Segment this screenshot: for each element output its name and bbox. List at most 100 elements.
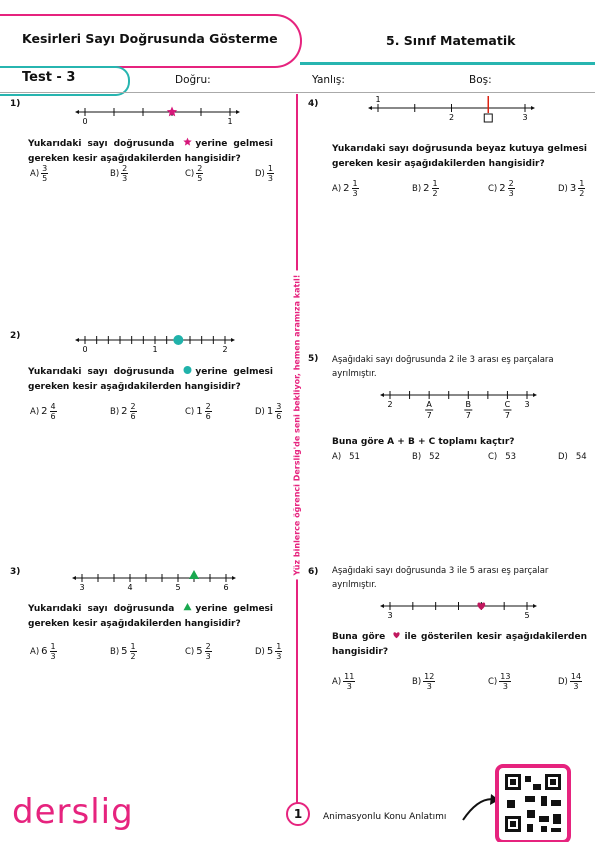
option: C) 2 2 3 [488, 179, 515, 198]
star-marker [166, 106, 178, 117]
denominator: 3 [502, 682, 508, 691]
option: B) 12 3 [412, 672, 436, 691]
option: A) 11 3 [332, 672, 356, 691]
option: A) 51 [332, 452, 360, 462]
stem-text: Yukarıdaki sayı doğrusunda [28, 139, 175, 149]
option-whole: 2 [41, 406, 48, 417]
numerator: 1 [129, 642, 137, 652]
line-label: 3 [79, 583, 84, 592]
denominator: 6 [50, 412, 56, 421]
fraction: 13 3 [499, 672, 512, 691]
header-line [0, 92, 595, 93]
denominator: 3 [573, 682, 579, 691]
option-whole: 1 [196, 406, 203, 417]
option: B) 2 3 [110, 164, 129, 183]
line-label: 4 [127, 583, 132, 592]
line-label: 2 [222, 345, 227, 354]
denominator: 5 [197, 174, 203, 183]
question-number: 4) [308, 99, 319, 109]
number-line: 3 4 5 6 [72, 570, 236, 592]
icon [183, 603, 192, 611]
option: C) 53 [488, 452, 516, 462]
stem-text: Buna göre [332, 632, 386, 642]
heart-marker [393, 632, 401, 639]
stem-text: yerine gelmesi gereken kesir aşağıdakile… [28, 139, 273, 164]
dot-marker [183, 366, 192, 374]
option-letter: C) [488, 676, 498, 687]
stem-text: Buna göre A + B + C toplamı kaçtır? [332, 437, 515, 447]
line-label: 2 [387, 400, 392, 409]
denominator: 3 [426, 682, 432, 691]
fraction: 14 3 [569, 672, 583, 691]
line-denominator: 7 [427, 411, 432, 419]
question-number: 5) [308, 354, 319, 364]
icon [183, 366, 192, 374]
option-letter: B) [412, 183, 422, 194]
field: Doğru: [175, 74, 211, 86]
line-label: 1 [375, 95, 380, 104]
option-whole: 2 [423, 183, 430, 194]
question-number: 1) [10, 99, 21, 109]
option-letter: A) [30, 168, 40, 179]
option-letter: A) [332, 183, 342, 194]
option-letter: C) [185, 406, 195, 417]
stem-text: yerine gelmesi gereken kesir aşağıdakile… [28, 367, 273, 392]
option: D) 5 1 3 [255, 642, 283, 661]
denominator: 3 [276, 652, 282, 661]
arrow-head [490, 794, 499, 805]
numerator: 2 [196, 164, 204, 174]
number-line: 1 2 3 [368, 95, 535, 123]
dot-marker [173, 335, 184, 345]
numerator: 11 [343, 672, 356, 682]
white-box [483, 113, 493, 123]
option: D) 1 3 6 [255, 402, 283, 421]
option-value: 51 [349, 452, 360, 462]
option-letter: B) [110, 646, 120, 657]
option: B) 2 1 2 [412, 179, 439, 198]
option-letter: C) [488, 183, 498, 194]
line-label: 0 [82, 117, 87, 126]
denominator: 6 [205, 412, 211, 421]
test-box [0, 66, 130, 96]
numerator: 1 [351, 179, 359, 189]
option-letter: D) [255, 168, 265, 179]
numerator: 3 [275, 402, 283, 412]
question-number: 6) [308, 567, 319, 577]
option-whole: 1 [266, 406, 274, 417]
test-label: Test - 3 [22, 70, 76, 85]
option-letter: D) [558, 183, 568, 194]
option: C) 1 2 6 [185, 402, 212, 421]
line-denominator: 7 [466, 411, 471, 419]
option-whole: 2 [121, 406, 128, 417]
option: D) 54 [558, 452, 587, 462]
option: C) 5 2 3 [185, 642, 212, 661]
numerator: 1 [49, 642, 57, 652]
line-label: 5 [524, 611, 529, 620]
numerator: 13 [499, 672, 512, 682]
option-letter: D) [558, 676, 568, 687]
option-whole: 2 [343, 183, 350, 194]
option: B) 2 2 6 [110, 402, 137, 421]
option-value: 52 [429, 452, 440, 462]
question-stem: Yukarıdaki sayı doğrusunda beyaz kutuya … [332, 142, 587, 172]
option-value: 54 [575, 452, 587, 462]
option: A) 3 5 [30, 164, 49, 183]
denominator: 3 [205, 652, 211, 661]
option-letter: C) [185, 646, 195, 657]
numerator: 12 [423, 672, 436, 682]
numerator: 4 [49, 402, 57, 412]
option: D) 3 1 2 [558, 179, 586, 198]
numerator: 2 [204, 402, 212, 412]
stem-text: Yukarıdaki sayı doğrusunda [28, 367, 175, 377]
denominator: 6 [130, 412, 136, 421]
option: B) 5 1 2 [110, 642, 137, 661]
option-letter: D) [255, 406, 265, 417]
option-letter: B) [412, 452, 422, 462]
